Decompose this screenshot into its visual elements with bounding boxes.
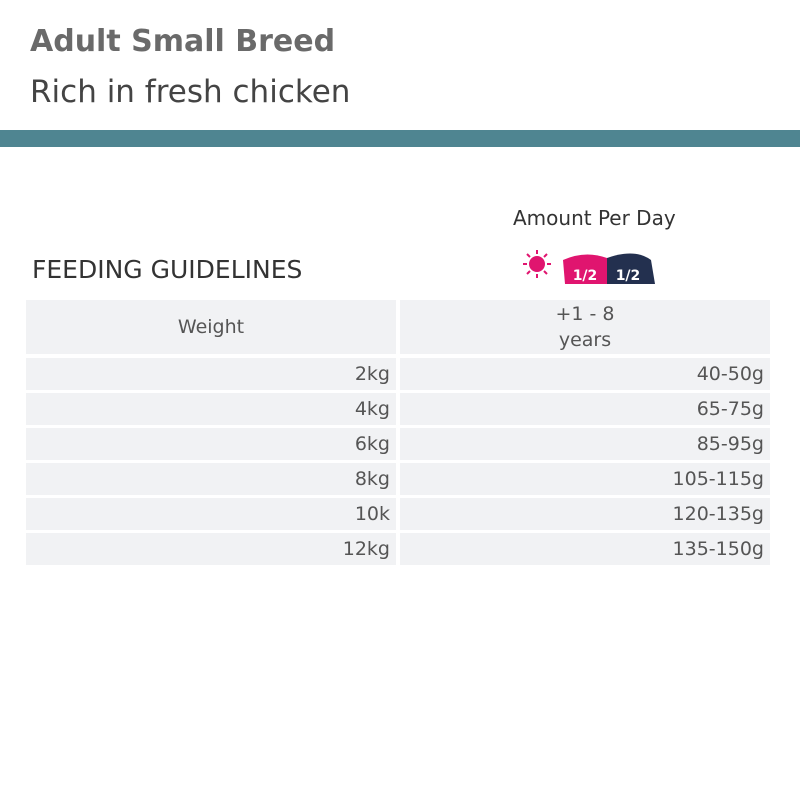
table-cell: 85-95g [400, 428, 770, 460]
table-cell: 40-50g [400, 358, 770, 390]
title: Adult Small Breed [30, 24, 336, 59]
divider-bar [0, 130, 800, 147]
portion-icon: 1/2 1/2 [523, 250, 679, 284]
table-cell: 12kg [26, 533, 396, 565]
header-cell: +1 - 8 years [400, 300, 770, 354]
table-cell: 4kg [26, 393, 396, 425]
table-cell: 120-135g [400, 498, 770, 530]
amount-label: Amount Per Day [513, 206, 676, 230]
table-cell: 105-115g [400, 463, 770, 495]
moon-icon [666, 254, 679, 277]
sun-icon [523, 250, 551, 278]
header-cell: Weight [26, 300, 396, 354]
bowl-right [607, 253, 655, 284]
table-cell: 135-150g [400, 533, 770, 565]
section-title: FEEDING GUIDELINES [32, 255, 303, 284]
evening-portion: 1/2 [616, 268, 641, 284]
table-cell: 6kg [26, 428, 396, 460]
table-cell: 8kg [26, 463, 396, 495]
table-cell: 2kg [26, 358, 396, 390]
table-cell: 65-75g [400, 393, 770, 425]
table-cell: 10k [26, 498, 396, 530]
bowl-left [563, 254, 607, 284]
subtitle: Rich in fresh chicken [30, 74, 351, 110]
morning-portion: 1/2 [573, 268, 598, 284]
